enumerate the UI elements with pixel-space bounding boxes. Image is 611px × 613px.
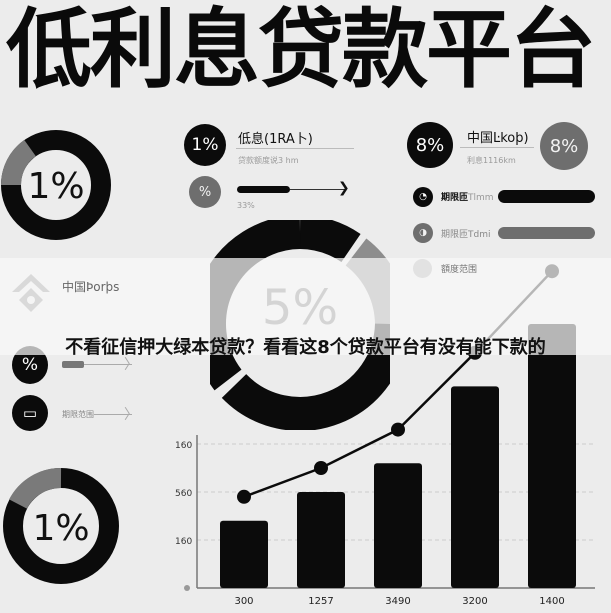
monitor-icon: ▭ [12, 395, 48, 431]
x-tick-label: 1400 [539, 596, 564, 607]
row-label: 期限匝Tlmm [441, 193, 494, 203]
bar [220, 520, 268, 588]
right-subtext: 利息1116km [467, 156, 516, 165]
row-label: 額度范围 [441, 265, 478, 275]
arrow-line [94, 414, 132, 415]
y-tick-label: 560 [175, 489, 192, 499]
y-tick-label: 160 [175, 537, 192, 547]
bottom-left-donut: 1% [3, 467, 119, 584]
bar [451, 386, 499, 588]
bar [297, 492, 345, 588]
row-bar [498, 190, 595, 203]
line-point [391, 422, 405, 437]
list-label: 期限范围 [62, 410, 94, 419]
progress-label: 33% [237, 201, 255, 210]
percent-badge: % [189, 176, 221, 208]
divider [236, 148, 354, 149]
x-tick-label: 300 [234, 596, 253, 607]
x-tick-label: 1257 [308, 596, 333, 607]
rate-badge: 1% [184, 124, 226, 166]
x-tick-label: 3200 [462, 596, 487, 607]
arrow-right-icon: 〉 [124, 407, 138, 423]
arrow-right-icon: 〉 [124, 357, 138, 373]
y-tick-label: 160 [175, 441, 192, 451]
bar [528, 324, 576, 588]
arrow-right-icon: ❯ [338, 180, 350, 196]
top-left-donut: 1% [0, 130, 111, 240]
rate-title: 低息(1RA卜) [238, 132, 313, 147]
x-tick-label: 3490 [385, 596, 410, 607]
donut-label: 1% [27, 166, 84, 207]
bar [374, 463, 422, 588]
donut-segment [0, 139, 37, 186]
line-point [314, 461, 328, 475]
progress-bar [237, 186, 290, 193]
right-title: 中国Ŀkoþ) [467, 131, 529, 146]
rate-badge-left: 8% [407, 122, 453, 168]
arrow-line [84, 364, 132, 365]
row-bar [498, 227, 595, 239]
axis-origin-dot [184, 585, 190, 591]
line-point [237, 489, 251, 504]
bar-line-chart: 160 560 160 300 1257 3490 3200 1400 [175, 264, 595, 607]
donut-segment [9, 467, 62, 510]
list-header: 中国Þorþs [62, 280, 120, 294]
info-icon: ◑ [413, 223, 433, 243]
page-title: 低利息贷款平台 [6, 0, 596, 100]
clock-icon: ◔ [413, 187, 433, 207]
banner-headline[interactable]: 不看征信押大绿本贷款？看看这8个贷款平台有没有能下款的 [65, 337, 546, 358]
row-label: 期限匝Tdmi [441, 230, 491, 240]
banner-overlay [0, 258, 611, 355]
arrow-line [290, 189, 346, 190]
rate-badge-right: 8% [540, 122, 588, 170]
list-bar [62, 361, 84, 368]
rate-subtext: 贷款额度说3 hm [238, 156, 299, 165]
divider [460, 147, 534, 148]
donut-label: 1% [32, 508, 89, 549]
